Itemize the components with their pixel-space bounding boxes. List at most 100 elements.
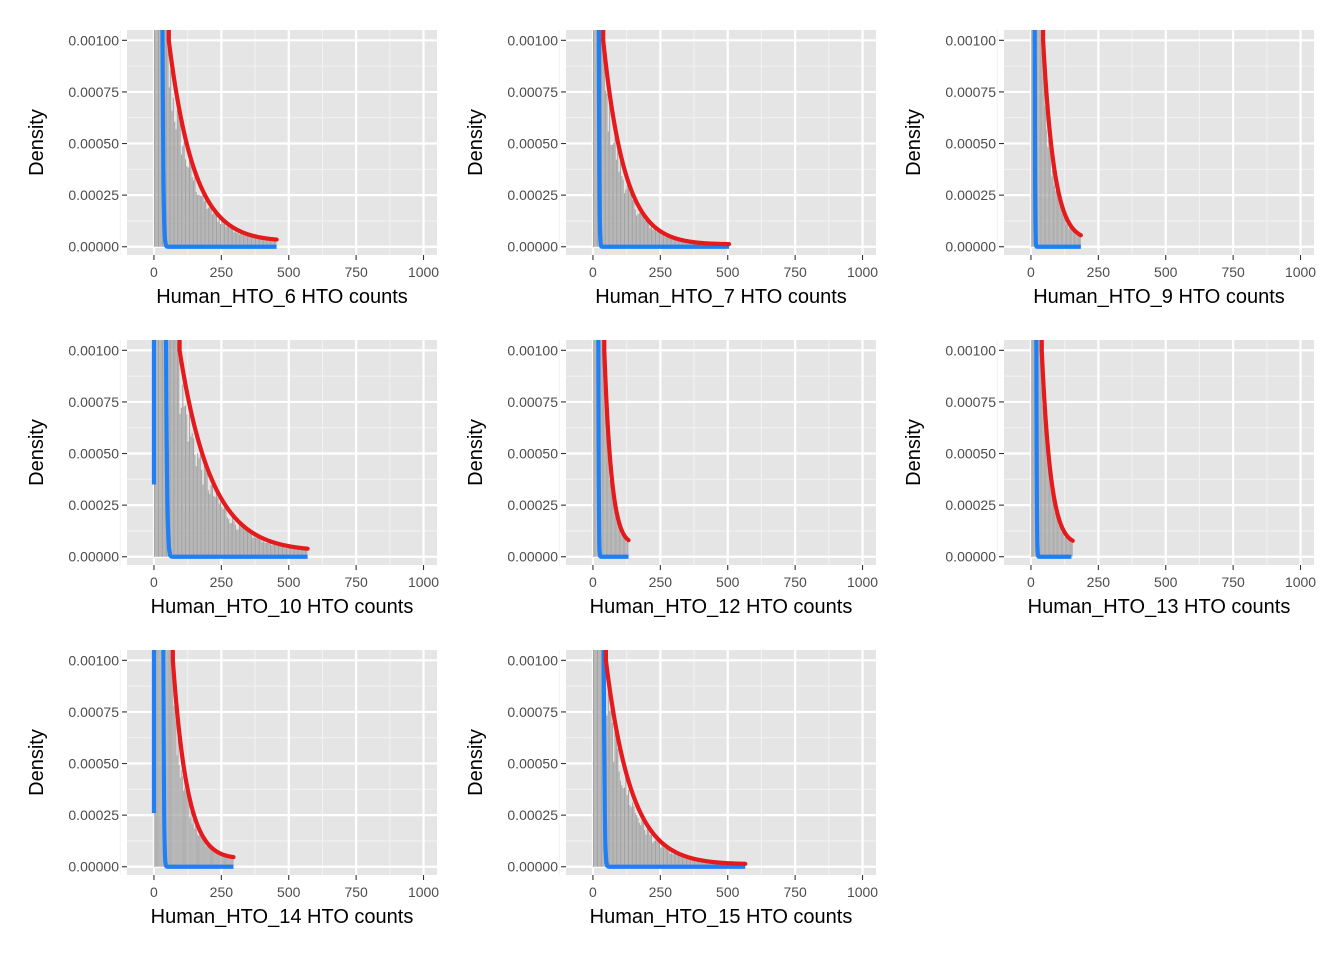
positive-fit-curve (1039, 340, 1075, 543)
histogram-bar (1045, 443, 1047, 557)
histogram-bar (268, 238, 270, 247)
panel-Human_HTO_7: 0 250 500 750 1000 0.00000 0.00025 0.00050 0.000… (465, 30, 878, 308)
histogram-bar (205, 469, 207, 557)
histogram-bar (601, 340, 602, 557)
histogram-bar (1031, 340, 1033, 557)
histogram-bar (181, 776, 183, 867)
histogram-bar (672, 237, 674, 247)
histogram-bar (700, 860, 702, 867)
histogram-bar (168, 87, 170, 247)
histogram-bar (1072, 227, 1073, 247)
histogram-bar (230, 225, 232, 247)
histogram-bar (660, 847, 662, 867)
histogram-bar (259, 237, 261, 247)
histogram-bar (306, 550, 308, 557)
y-axis-title: Density (26, 109, 48, 176)
histogram-bar (1067, 221, 1068, 247)
histogram-bar (193, 828, 195, 867)
histogram-bar (1039, 340, 1041, 557)
histogram-bar (163, 340, 165, 557)
histogram-bar (172, 97, 174, 247)
histogram-bar (1042, 30, 1043, 247)
histogram-bar (634, 209, 636, 247)
histogram-bar (622, 788, 624, 867)
histogram-bar (633, 198, 635, 247)
histogram-bar (671, 236, 673, 247)
histogram-bar (159, 650, 161, 867)
histogram-bar (288, 547, 290, 557)
y-tick-label: 0.00025 (945, 187, 996, 203)
histogram-bar (255, 537, 257, 557)
x-axis-title: Human_HTO_15 HTO counts (590, 906, 853, 928)
histogram-bar (203, 201, 205, 247)
y-tick-label: 0.00075 (507, 394, 558, 410)
y-tick-label: 0.00000 (945, 549, 996, 565)
histogram-bar (1032, 340, 1034, 557)
histogram-bar (611, 490, 613, 557)
histogram-bar (300, 549, 302, 557)
histogram-bar (1064, 537, 1065, 557)
y-tick-label: 0.00050 (68, 136, 119, 152)
histogram-bar (594, 340, 596, 557)
histogram-bar (206, 472, 208, 557)
histogram-bar (614, 137, 616, 247)
histogram-bar (190, 436, 192, 557)
histogram-bar (649, 834, 651, 867)
histogram-bar (595, 340, 596, 557)
x-tick-label: 0 (589, 264, 597, 280)
histogram-bar (632, 802, 634, 867)
histogram-bar (625, 539, 626, 557)
histogram-bar (191, 432, 193, 557)
histogram-bar (642, 822, 644, 867)
histogram-bar (217, 221, 219, 247)
histogram-bar (680, 240, 682, 247)
y-tick-label: 0.00025 (945, 497, 996, 513)
histogram-bar (170, 650, 171, 867)
histogram-bar (601, 340, 603, 557)
histogram-bar (290, 545, 292, 557)
y-tick-label: 0.00075 (945, 394, 996, 410)
x-tick-label: 500 (716, 574, 740, 590)
histogram-bar (601, 30, 603, 247)
histogram-bar (268, 542, 270, 557)
histogram-bar (261, 238, 263, 247)
histogram-bar (211, 481, 213, 557)
histogram-bar (172, 650, 174, 867)
histogram-bar (618, 521, 620, 557)
histogram-bar (202, 834, 204, 867)
histogram-bar (265, 238, 267, 247)
histogram-bar (673, 238, 675, 247)
histogram-bar (606, 93, 608, 247)
histogram-bar (640, 825, 642, 867)
histogram-bar (207, 207, 209, 247)
histogram-bar (294, 548, 296, 557)
y-tick-label: 0.00100 (68, 652, 119, 668)
histogram-bar (236, 232, 238, 247)
histogram-bar (677, 854, 679, 867)
histogram-bar (1041, 340, 1043, 557)
histogram-bar (640, 213, 642, 247)
histogram-bar (626, 185, 628, 247)
histogram-bar (180, 407, 182, 557)
histogram-bar (187, 792, 189, 867)
x-tick-label: 500 (1154, 264, 1178, 280)
histogram-bar (1045, 92, 1047, 247)
x-tick-label: 0 (150, 884, 158, 900)
y-tick-label: 0.00025 (68, 187, 119, 203)
x-tick-label: 750 (344, 574, 368, 590)
histogram-bar (207, 845, 209, 867)
histogram-bar (606, 715, 608, 867)
histogram-bar (592, 650, 595, 867)
histogram-bar (249, 532, 251, 557)
histogram-bar (255, 236, 257, 247)
histogram-bar (1039, 340, 1040, 557)
histogram-bar (706, 861, 708, 867)
panel-Human_HTO_6: 0 250 500 750 1000 0.00000 0.00025 0.00050 0.000… (26, 30, 439, 308)
histogram-bar (1049, 135, 1051, 247)
histogram-bar (1051, 484, 1053, 557)
histogram-bar (625, 776, 627, 867)
histogram-bar (1062, 527, 1064, 557)
histogram-bar (1066, 218, 1068, 247)
histogram-bar (167, 30, 169, 247)
x-tick-label: 750 (344, 884, 368, 900)
